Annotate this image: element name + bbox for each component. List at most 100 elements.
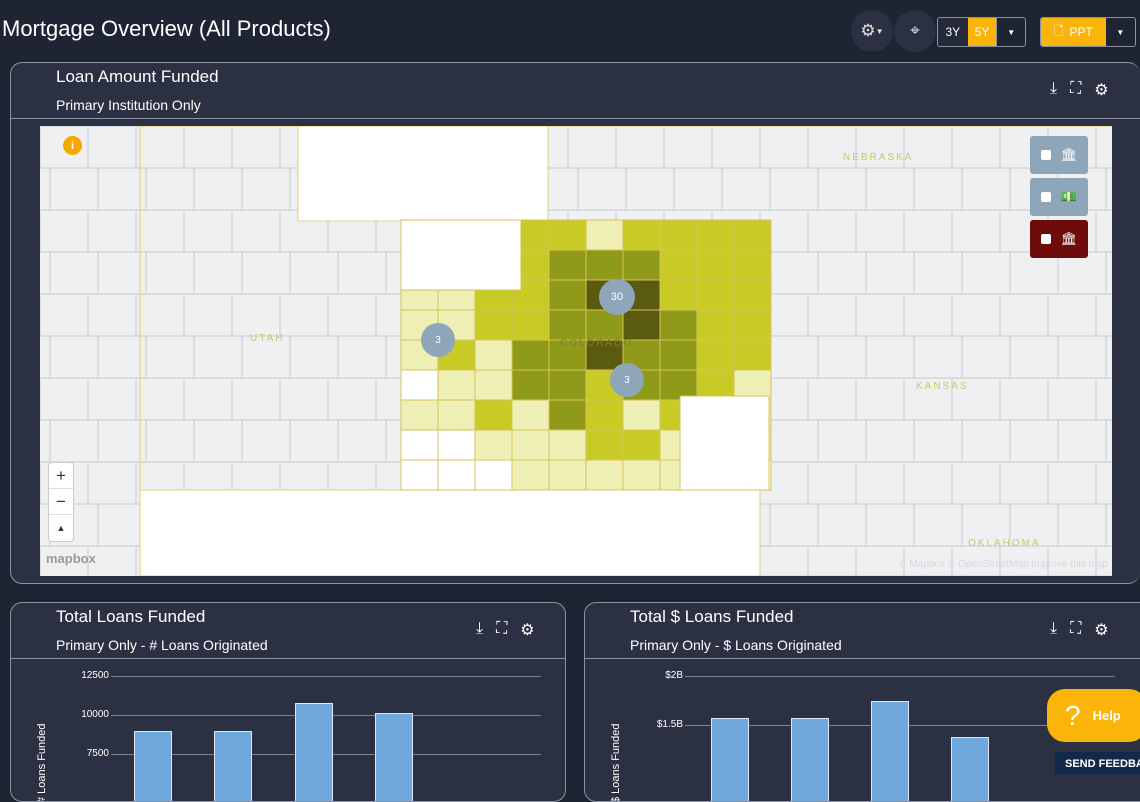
county-outline[interactable]: [241, 419, 291, 463]
range-dropdown[interactable]: ▼: [996, 18, 1025, 46]
county-outline[interactable]: [1105, 335, 1112, 379]
county-outline[interactable]: [87, 126, 137, 169]
county[interactable]: [400, 459, 439, 491]
county-outline[interactable]: [817, 503, 867, 547]
cluster-marker[interactable]: 30: [599, 279, 635, 315]
county[interactable]: [548, 399, 587, 431]
county-outline[interactable]: [855, 293, 905, 337]
county-outline[interactable]: [817, 419, 867, 463]
gear-icon[interactable]: ⚙: [1094, 622, 1109, 639]
county[interactable]: [400, 429, 439, 461]
county-outline[interactable]: [231, 126, 281, 169]
county-outline[interactable]: [87, 377, 137, 421]
county[interactable]: [622, 309, 661, 341]
county-outline[interactable]: [231, 377, 281, 421]
county-outline[interactable]: [999, 461, 1049, 505]
county-outline[interactable]: [817, 335, 867, 379]
county[interactable]: [659, 309, 698, 341]
county-outline[interactable]: [97, 503, 147, 547]
county[interactable]: [733, 339, 772, 371]
county[interactable]: [659, 249, 698, 281]
county-outline[interactable]: [49, 335, 99, 379]
county-outline[interactable]: [337, 419, 387, 463]
county[interactable]: [474, 459, 513, 491]
county[interactable]: [437, 399, 476, 431]
county[interactable]: [733, 369, 772, 401]
bar[interactable]: [711, 718, 749, 801]
county-outline[interactable]: [807, 545, 857, 576]
fullscreen-icon[interactable]: ⛶: [1070, 620, 1082, 637]
county[interactable]: [511, 339, 550, 371]
county-outline[interactable]: [97, 419, 147, 463]
state-region[interactable]: [139, 489, 761, 576]
county-outline[interactable]: [40, 377, 89, 421]
county-outline[interactable]: [807, 377, 857, 421]
range-5y[interactable]: 5Y: [967, 18, 997, 46]
county-outline[interactable]: [855, 209, 905, 253]
layer-toggle-branches[interactable]: 🏛: [1030, 136, 1088, 174]
county-outline[interactable]: [183, 209, 233, 253]
county-outline[interactable]: [865, 335, 915, 379]
county-outline[interactable]: [913, 167, 963, 211]
county-outline[interactable]: [183, 377, 233, 421]
county-outline[interactable]: [135, 377, 185, 421]
county[interactable]: [622, 219, 661, 251]
county-outline[interactable]: [193, 251, 243, 295]
county-outline[interactable]: [1009, 251, 1059, 295]
county[interactable]: [474, 369, 513, 401]
county-outline[interactable]: [807, 293, 857, 337]
county[interactable]: [511, 309, 550, 341]
county-outline[interactable]: [1105, 419, 1112, 463]
county-outline[interactable]: [327, 293, 377, 337]
county-outline[interactable]: [145, 167, 195, 211]
county-outline[interactable]: [231, 293, 281, 337]
county-outline[interactable]: [1009, 419, 1059, 463]
county[interactable]: [696, 219, 735, 251]
county-outline[interactable]: [865, 419, 915, 463]
download-icon[interactable]: ⤓: [476, 620, 484, 637]
county-outline[interactable]: [817, 167, 867, 211]
county[interactable]: [474, 339, 513, 371]
county-outline[interactable]: [951, 209, 1001, 253]
download-icon[interactable]: ⤓: [1050, 620, 1058, 637]
county[interactable]: [585, 399, 624, 431]
county[interactable]: [733, 309, 772, 341]
county-outline[interactable]: [1095, 377, 1112, 421]
county-outline[interactable]: [961, 251, 1011, 295]
county-outline[interactable]: [193, 419, 243, 463]
gear-icon[interactable]: ⚙: [520, 622, 535, 639]
county[interactable]: [659, 339, 698, 371]
county[interactable]: [548, 309, 587, 341]
county-outline[interactable]: [97, 251, 147, 295]
ppt-button[interactable]: 🗋 PPT: [1041, 18, 1106, 46]
county-outline[interactable]: [721, 167, 771, 211]
county-outline[interactable]: [855, 461, 905, 505]
county-outline[interactable]: [49, 167, 99, 211]
compass-button[interactable]: ▲: [56, 523, 66, 533]
county-outline[interactable]: [625, 167, 675, 211]
county-outline[interactable]: [1057, 251, 1107, 295]
county[interactable]: [733, 219, 772, 251]
county-outline[interactable]: [865, 167, 915, 211]
bar[interactable]: [871, 701, 909, 801]
county-outline[interactable]: [1105, 251, 1112, 295]
county-outline[interactable]: [769, 335, 819, 379]
county[interactable]: [400, 369, 439, 401]
county[interactable]: [696, 249, 735, 281]
county-outline[interactable]: [1057, 419, 1107, 463]
download-icon[interactable]: ⤓: [1050, 80, 1058, 97]
county-outline[interactable]: [807, 461, 857, 505]
county[interactable]: [437, 459, 476, 491]
county-outline[interactable]: [97, 335, 147, 379]
county[interactable]: [474, 309, 513, 341]
county[interactable]: [679, 395, 770, 491]
county-outline[interactable]: [577, 167, 627, 211]
send-feedback-button[interactable]: SEND FEEDBACK: [1055, 752, 1140, 774]
county-outline[interactable]: [289, 251, 339, 295]
county[interactable]: [733, 279, 772, 311]
county[interactable]: [696, 279, 735, 311]
county-outline[interactable]: [1095, 126, 1112, 169]
county[interactable]: [511, 429, 550, 461]
county-outline[interactable]: [183, 293, 233, 337]
location-button[interactable]: ⌖: [894, 10, 936, 52]
